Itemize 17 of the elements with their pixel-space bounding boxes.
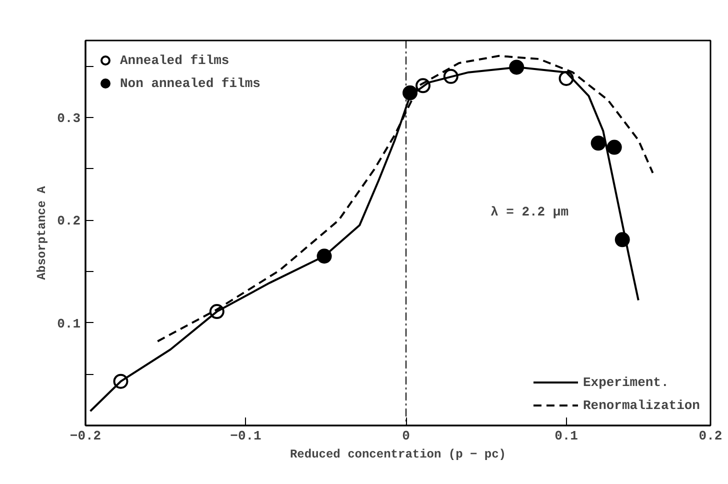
- point: [590, 136, 606, 151]
- x-tick-label: 0.2: [698, 428, 722, 444]
- point: [606, 140, 622, 155]
- x-tick-label: −0.1: [230, 428, 262, 444]
- legend-label: Non annealed films: [120, 76, 260, 90]
- legend-label: Renormalization: [582, 398, 700, 412]
- y-tick-label: 0.1: [57, 316, 81, 332]
- x-tick-label: −0.2: [70, 428, 102, 444]
- x-axis-title: Reduced concentration (p − pc): [290, 448, 506, 462]
- legend-label: Experiment.: [582, 374, 669, 390]
- y-tick-label: 0.2: [57, 214, 81, 229]
- x-tick-label: 0.1: [554, 428, 578, 444]
- annotation: λ = 2.2 μm: [490, 204, 569, 220]
- y-axis-title: Absorptance A: [35, 185, 50, 280]
- x-tick-label: 0: [402, 428, 410, 444]
- legend-label: Annealed films: [120, 52, 230, 68]
- y-tick-label: 0.3: [57, 111, 81, 126]
